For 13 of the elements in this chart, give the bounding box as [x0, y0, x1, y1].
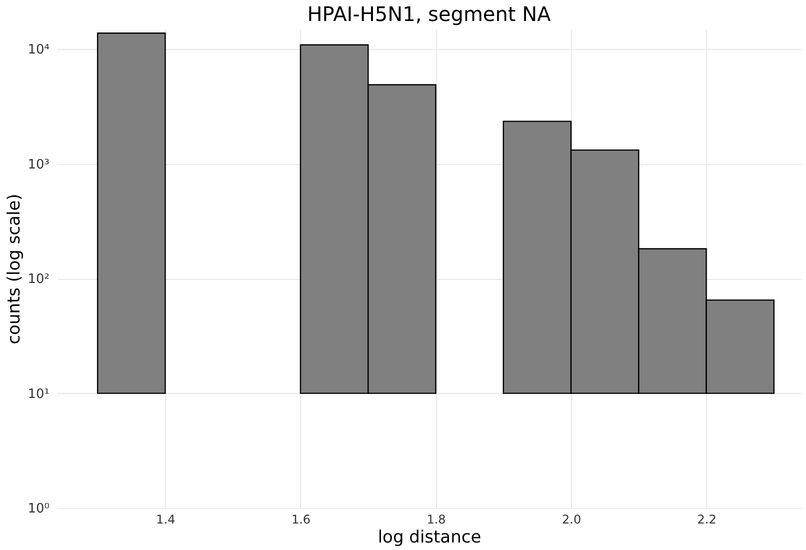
x-tick-label: 2.0: [562, 512, 582, 526]
x-tick-label: 1.6: [291, 512, 311, 526]
y-axis-title: counts (log scale): [4, 194, 25, 344]
x-axis-title: log distance: [378, 528, 482, 548]
chart-title: HPAI-H5N1, segment NA: [307, 2, 552, 26]
y-tick-label: 10³: [28, 157, 50, 172]
y-tick-label: 10²: [28, 272, 50, 288]
x-tick-label: 2.2: [697, 512, 716, 526]
y-tick-label: 10⁰: [28, 502, 50, 516]
x-tick-label: 1.4: [156, 512, 176, 526]
y-tick-label: 10¹: [28, 386, 50, 402]
y-tick-label: 10⁴: [28, 42, 50, 58]
x-tick-label: 1.8: [426, 512, 446, 526]
